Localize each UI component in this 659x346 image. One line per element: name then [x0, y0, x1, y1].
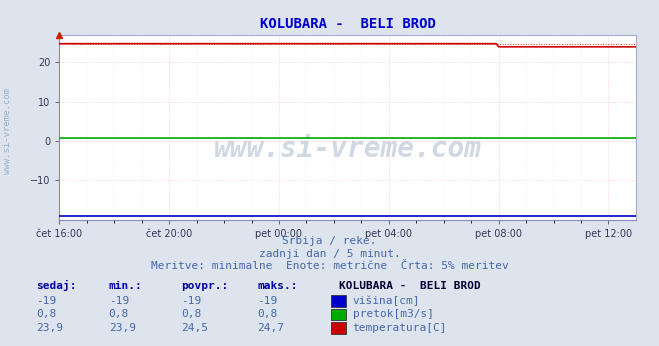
Text: povpr.:: povpr.:: [181, 281, 229, 291]
Text: 23,9: 23,9: [36, 323, 63, 333]
Text: Srbija / reke.: Srbija / reke.: [282, 236, 377, 246]
Text: -19: -19: [257, 296, 277, 306]
Text: zadnji dan / 5 minut.: zadnji dan / 5 minut.: [258, 249, 401, 259]
Text: maks.:: maks.:: [257, 281, 297, 291]
Text: višina[cm]: višina[cm]: [353, 295, 420, 306]
Text: -19: -19: [36, 296, 57, 306]
Text: 23,9: 23,9: [109, 323, 136, 333]
Text: pretok[m3/s]: pretok[m3/s]: [353, 309, 434, 319]
Text: 24,5: 24,5: [181, 323, 208, 333]
Text: -19: -19: [181, 296, 202, 306]
Text: sedaj:: sedaj:: [36, 280, 76, 291]
Text: www.si-vreme.com: www.si-vreme.com: [3, 89, 13, 174]
Text: 0,8: 0,8: [109, 309, 129, 319]
Text: Meritve: minimalne  Enote: metrične  Črta: 5% meritev: Meritve: minimalne Enote: metrične Črta:…: [151, 261, 508, 271]
Text: temperatura[C]: temperatura[C]: [353, 323, 447, 333]
Text: KOLUBARA -  BELI BROD: KOLUBARA - BELI BROD: [339, 281, 481, 291]
Text: min.:: min.:: [109, 281, 142, 291]
Text: -19: -19: [109, 296, 129, 306]
Text: 0,8: 0,8: [181, 309, 202, 319]
Text: 24,7: 24,7: [257, 323, 284, 333]
Title: KOLUBARA -  BELI BROD: KOLUBARA - BELI BROD: [260, 17, 436, 31]
Text: 0,8: 0,8: [36, 309, 57, 319]
Text: 0,8: 0,8: [257, 309, 277, 319]
Text: www.si-vreme.com: www.si-vreme.com: [214, 135, 482, 163]
